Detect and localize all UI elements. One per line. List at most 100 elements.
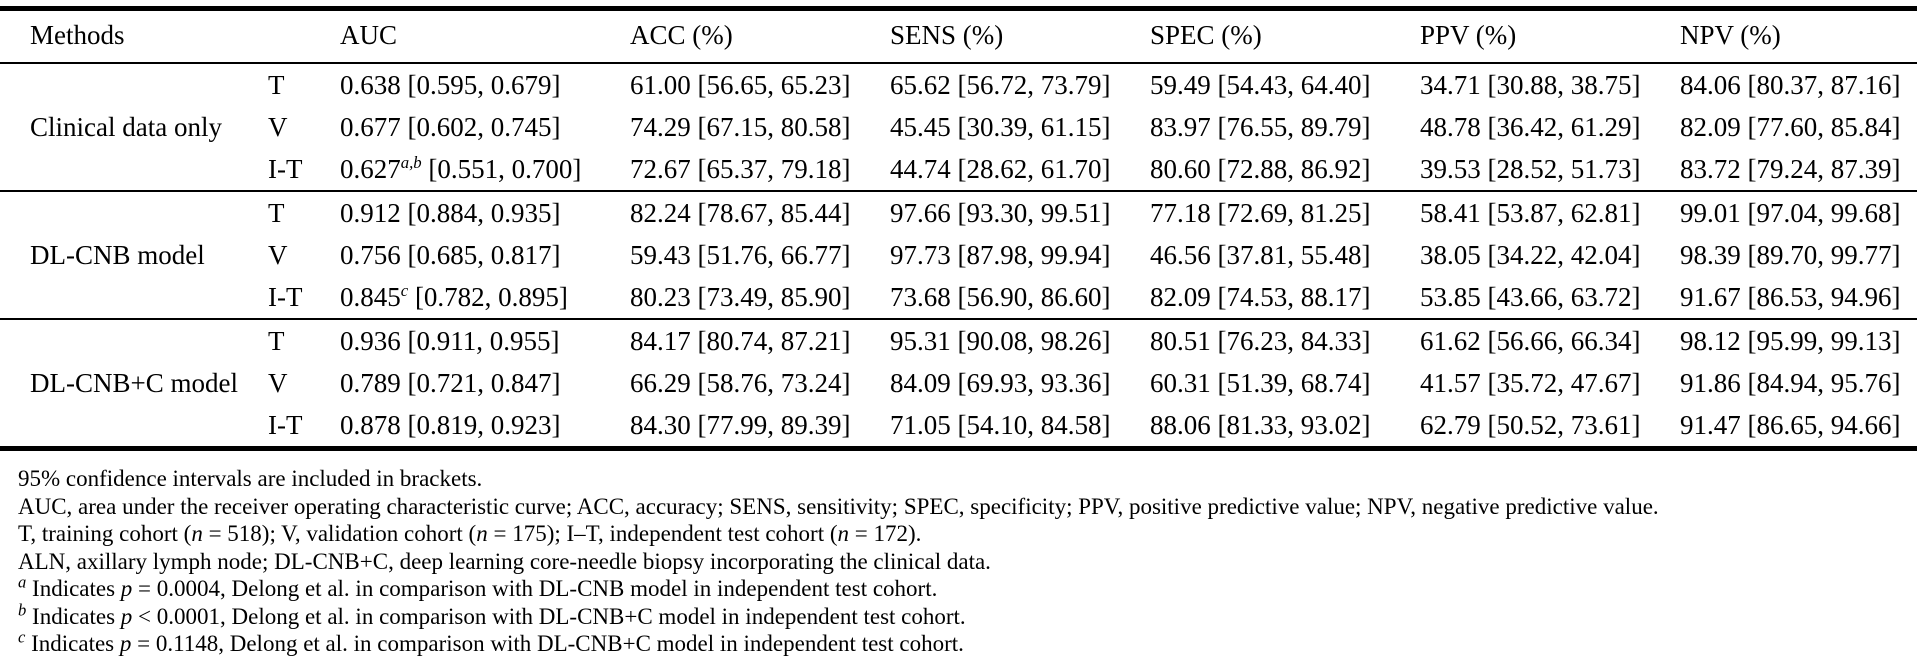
footnote-text: = 175); I–T, independent test cohort ( (487, 521, 838, 546)
footnote-text: p (119, 631, 132, 656)
table-row: V 0.789 [0.721, 0.847] 66.29 [58.76, 73.24… (0, 362, 1917, 404)
ppv-value: 61.62 [56.66, 66.34] (1420, 318, 1680, 362)
footnote-text: n (476, 521, 488, 546)
cohort-label: T (268, 318, 340, 362)
npv-value: 91.86 [84.94, 95.76] (1680, 367, 1901, 398)
cohort-label: V (268, 367, 288, 398)
auc-confidence-interval: [0.602, 0.745] (407, 111, 561, 142)
sens-value: 95.31 [90.08, 98.26] (890, 318, 1150, 362)
auc-point-estimate: 0.878 (340, 409, 401, 440)
sens-value: 84.09 [69.93, 93.36] (890, 367, 1111, 398)
sens-value: 65.62 [56.72, 73.79] (890, 69, 1111, 100)
npv-value: 83.72 [79.24, 87.39] (1680, 153, 1901, 184)
column-header-acc: ACC (%) (630, 8, 890, 64)
acc-value: 82.24 [78.67, 85.44] (630, 190, 890, 234)
cohort-label: I-T (268, 281, 303, 312)
metrics-table: Methods AUC ACC (%) SENS (%) SPEC (%) PP… (0, 6, 1917, 451)
acc-value: 59.43 [51.76, 66.77] (630, 239, 851, 270)
footnote-marker: b (18, 599, 27, 619)
auc-confidence-interval: [0.911, 0.955] (407, 325, 560, 356)
ppv-value: 62.79 [50.52, 73.61] (1420, 409, 1641, 440)
table-row: I-T 0.845c [0.782, 0.895] 80.23 [73.49, 85… (0, 276, 1917, 319)
auc-confidence-interval: [0.782, 0.895] (414, 281, 568, 312)
acc-value: 74.29 [67.15, 80.58] (630, 111, 851, 142)
column-header-ppv: PPV (%) (1420, 8, 1680, 64)
footnote-text: = 0.1148, Delong et al. in comparison wi… (131, 631, 964, 656)
auc-confidence-interval: [0.721, 0.847] (407, 367, 561, 398)
auc-confidence-interval: [0.685, 0.817] (407, 239, 561, 270)
column-header-sens: SENS (%) (890, 8, 1150, 64)
cohort-label: V (268, 239, 288, 270)
spec-value: 60.31 [51.39, 68.74] (1150, 367, 1371, 398)
auc-confidence-interval: [0.595, 0.679] (407, 69, 561, 100)
spec-value: 82.09 [74.53, 88.17] (1150, 281, 1371, 312)
ppv-value: 53.85 [43.66, 63.72] (1420, 281, 1641, 312)
footnote-text: 95% confidence intervals are included in… (18, 466, 483, 491)
footnote-text: = 518); V, validation cohort ( (202, 521, 477, 546)
ppv-value: 39.53 [28.52, 51.73] (1420, 153, 1641, 184)
footnote-text: = 172). (849, 521, 922, 546)
footnote-text: AUC, area under the receiver operating c… (18, 493, 1659, 519)
auc-point-estimate: 0.845 (340, 281, 401, 312)
auc-value: 0.789 [0.721, 0.847] (340, 362, 630, 404)
auc-point-estimate: 0.638 (340, 69, 401, 100)
auc-point-estimate: 0.936 (340, 325, 401, 356)
footnote-text: p (120, 603, 133, 629)
footnote-line: ALN, axillary lymph node; DL-CNB+C, deep… (18, 548, 1917, 576)
auc-point-estimate: 0.912 (340, 197, 401, 228)
footnote-line: c Indicates p = 0.1148, Delong et al. in… (18, 629, 1917, 658)
footnote-text: = 0.0004, Delong et al. in comparison wi… (132, 576, 938, 601)
auc-point-estimate: 0.789 (340, 367, 401, 398)
npv-value: 91.47 [86.65, 94.66] (1680, 409, 1901, 440)
footnote-text: ALN, axillary lymph node; DL-CNB+C, deep… (18, 548, 991, 574)
sens-value: 45.45 [30.39, 61.15] (890, 111, 1111, 142)
ppv-value: 34.71 [30.88, 38.75] (1420, 69, 1641, 100)
cohort-label: T (268, 190, 340, 234)
npv-value: 84.06 [80.37, 87.16] (1680, 69, 1901, 100)
table-row: DL-CNB model T 0.912 [0.884, 0.935] 82.24 [… (0, 190, 1917, 319)
footnote-text: Indicates (26, 603, 121, 629)
auc-confidence-interval: [0.819, 0.923] (407, 409, 561, 440)
auc-value: 0.912 [0.884, 0.935] (340, 190, 630, 234)
table-row: I-T 0.878 [0.819, 0.923] 84.30 [77.99, 89.… (0, 404, 1917, 449)
acc-value: 84.17 [80.74, 87.21] (630, 318, 890, 362)
npv-value: 99.01 [97.04, 99.68] (1680, 190, 1917, 234)
sens-value: 97.66 [93.30, 99.51] (890, 190, 1150, 234)
auc-value: 0.878 [0.819, 0.923] (340, 404, 630, 449)
column-header-npv: NPV (%) (1680, 8, 1917, 64)
acc-value: 80.23 [73.49, 85.90] (630, 281, 851, 312)
auc-point-estimate: 0.627 (340, 153, 401, 184)
npv-value: 82.09 [77.60, 85.84] (1680, 111, 1901, 142)
acc-value: 61.00 [56.65, 65.23] (630, 69, 851, 100)
table-row: V 0.677 [0.602, 0.745] 74.29 [67.15, 80.58… (0, 106, 1917, 148)
column-header-auc: AUC (340, 8, 630, 64)
auc-value: 0.638 [0.595, 0.679] (340, 63, 630, 106)
auc-value: 0.756 [0.685, 0.817] (340, 234, 630, 276)
ppv-value: 41.57 [35.72, 47.67] (1420, 367, 1641, 398)
footnote-line: T, training cohort (n = 518); V, validat… (18, 520, 1917, 548)
cohort-label: I-T (268, 153, 303, 184)
method-name: DL-CNB+C model (0, 318, 268, 449)
auc-value: 0.936 [0.911, 0.955] (340, 318, 630, 362)
table-row: Clinical data only T 0.638 [0.595, 0.679] 6… (0, 63, 1917, 142)
cohort-label: V (268, 111, 288, 142)
spec-value: 83.97 [76.55, 89.79] (1150, 111, 1371, 142)
spec-value: 80.60 [72.88, 86.92] (1150, 153, 1371, 184)
auc-confidence-interval: [0.551, 0.700] (428, 153, 582, 184)
sens-value: 73.68 [56.90, 86.60] (890, 281, 1111, 312)
cohort-label: I-T (268, 409, 303, 440)
sens-value: 44.74 [28.62, 61.70] (890, 153, 1111, 184)
sens-value: 71.05 [54.10, 84.58] (890, 409, 1111, 440)
ppv-value: 38.05 [34.22, 42.04] (1420, 239, 1641, 270)
auc-value: 0.627a,b [0.551, 0.700] (340, 148, 630, 191)
method-name: DL-CNB model (0, 190, 268, 319)
acc-value: 66.29 [58.76, 73.24] (630, 367, 851, 398)
auc-point-estimate: 0.677 (340, 111, 401, 142)
footnote-text: Indicates (26, 576, 121, 601)
sens-value: 97.73 [87.98, 99.94] (890, 239, 1111, 270)
auc-point-estimate: 0.756 (340, 239, 401, 270)
auc-confidence-interval: [0.884, 0.935] (407, 197, 561, 228)
footnotes: 95% confidence intervals are included in… (18, 465, 1917, 658)
footnote-marker: c (400, 280, 409, 300)
